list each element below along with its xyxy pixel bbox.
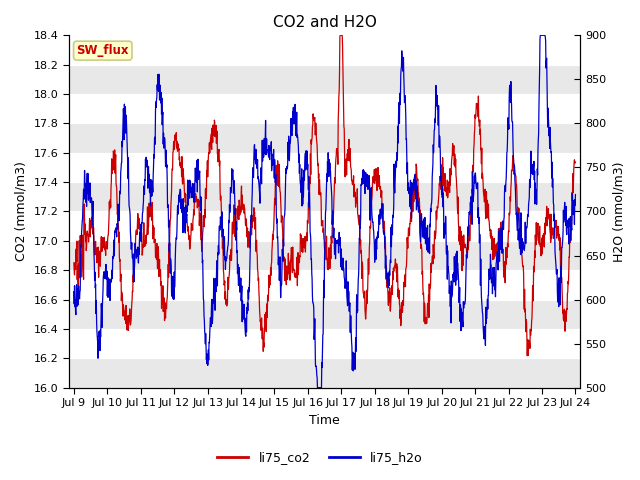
Text: SW_flux: SW_flux <box>77 44 129 57</box>
Bar <box>69 123 580 153</box>
Bar <box>69 241 580 270</box>
Bar <box>69 65 580 94</box>
Y-axis label: CO2 (mmol/m3): CO2 (mmol/m3) <box>15 162 28 262</box>
Title: CO2 and H2O: CO2 and H2O <box>273 15 376 30</box>
X-axis label: Time: Time <box>309 414 340 427</box>
Bar <box>69 182 580 212</box>
Bar <box>69 300 580 329</box>
Bar <box>69 358 580 388</box>
Y-axis label: H2O (mmol/m3): H2O (mmol/m3) <box>612 161 625 262</box>
Legend: li75_co2, li75_h2o: li75_co2, li75_h2o <box>212 446 428 469</box>
